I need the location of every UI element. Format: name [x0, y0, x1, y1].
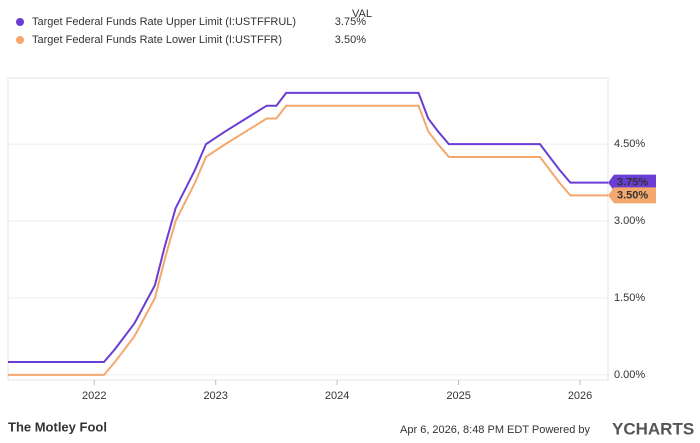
legend-value: 3.50% — [335, 34, 366, 46]
legend-label: Target Federal Funds Rate Upper Limit (I… — [32, 16, 296, 28]
series-line — [8, 104, 608, 376]
y-tick-label: 3.00% — [614, 215, 645, 227]
legend-dot — [16, 36, 24, 44]
legend-dot — [16, 18, 24, 26]
end-label-box — [608, 174, 656, 191]
y-tick-label: 4.50% — [614, 138, 645, 150]
end-label: 3.50% — [617, 189, 648, 201]
legend-label: Target Federal Funds Rate Lower Limit (I… — [32, 34, 282, 46]
brand: The Motley Fool — [8, 419, 107, 434]
timestamp: Apr 6, 2026, 8:48 PM EDT Powered by — [400, 424, 590, 436]
x-tick-label: 2024 — [325, 390, 349, 402]
y-tick-label: 1.50% — [614, 292, 645, 304]
provider: YCHARTS — [612, 419, 694, 438]
end-label: 3.75% — [617, 177, 648, 189]
plot-frame — [7, 77, 609, 381]
x-tick-label: 2022 — [82, 390, 106, 402]
value-header: VAL — [352, 8, 372, 20]
x-tick-label: 2023 — [203, 390, 227, 402]
x-tick-label: 2026 — [568, 390, 592, 402]
end-label-box — [608, 187, 656, 204]
legend-value: 3.75% — [335, 16, 366, 28]
x-tick-label: 2025 — [446, 390, 470, 402]
series-line — [8, 91, 608, 364]
y-tick-label: 0.00% — [614, 369, 645, 381]
